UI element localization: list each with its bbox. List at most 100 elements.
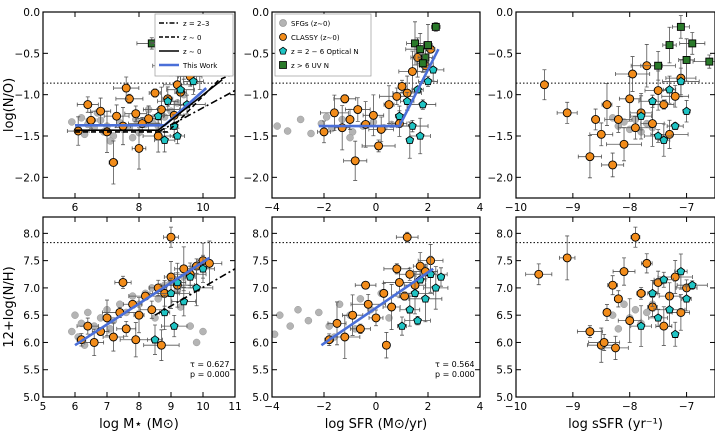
data-point [169,321,179,330]
series-2 [630,253,708,347]
y-tick-label: −2.0 [244,172,270,184]
data-point [71,311,79,319]
data-point [630,123,640,133]
y-tick-label: 8.0 [23,228,40,240]
x-tick-label: 4 [477,401,484,413]
axes-frame [515,216,715,398]
x-tick-label: 10 [196,202,209,214]
x-tick-label: −9 [565,202,580,214]
data-point [408,121,417,130]
data-point [340,94,350,104]
series-1 [525,226,698,363]
y-tick-label: 7.0 [496,283,513,295]
data-point [86,115,96,125]
data-point [688,39,697,48]
data-point [636,288,646,298]
data-point [402,232,412,242]
data-point [423,76,433,86]
legend-box [274,13,372,77]
series-2 [147,254,215,355]
legend-marker [279,61,287,69]
data-point [421,294,430,303]
data-point [599,338,609,347]
legend-marker [278,46,288,55]
stat-annotation: p = 0.000 [190,370,230,379]
data-point [659,321,669,331]
y-tick-label: −0.5 [15,48,41,60]
legend-label: z > 6 UV N [291,62,329,70]
data-point [150,335,160,344]
x-tick-label: −10 [505,202,527,214]
legend-marker [279,33,287,41]
data-point [415,131,425,140]
data-point [144,114,154,124]
data-point [659,135,669,144]
data-point [368,110,378,120]
y-tick-label: −1.5 [15,131,41,143]
data-point [619,139,629,149]
y-tick-label: −2.0 [15,172,41,184]
data-point [676,76,686,86]
y-tick-label: 7.5 [496,256,513,268]
data-point [335,300,344,309]
data-point [424,41,432,50]
data-point [166,232,176,242]
x-tick-label: 10 [196,401,209,413]
data-point [102,313,112,323]
data-point [325,322,333,330]
legend-marker [279,19,287,27]
plot-area [516,226,715,363]
data-point [276,311,284,319]
data-point [395,111,404,120]
data-point [416,45,425,54]
data-point [648,288,657,298]
x-tick-label: −8 [622,401,637,413]
y-tick-label: 5.0 [496,392,513,404]
data-point [361,280,371,290]
y-tick-label: 5.0 [252,392,269,404]
data-point [304,316,313,325]
series-1 [324,231,444,359]
data-point [402,96,412,105]
data-point [625,316,635,326]
data-point [89,338,99,347]
data-point [405,305,415,314]
y-tick-label: 8.0 [496,228,513,240]
data-point [602,100,612,110]
x-axis-label: log M⋆ (M⊙) [99,417,179,432]
legend-label: SFGs (z∼0) [291,20,330,28]
x-tick-label: 2 [425,401,432,413]
x-tick-label: 9 [168,401,175,413]
y-tick-label: −0.5 [244,48,270,60]
data-point [642,258,652,268]
data-point [682,294,691,303]
data-point [348,310,358,320]
series-3 [405,21,441,73]
data-point [392,264,402,274]
legend-label: z ∼ 0 [183,34,201,42]
plot-area [272,21,480,181]
x-tick-label: 0 [373,401,380,413]
data-point [319,127,329,137]
data-point [411,39,419,48]
y-tick-label: 6.0 [252,337,269,349]
legend: SFGs (z∼0) CLASSY (z∼0) z = 2 − 6 Optical … [274,13,372,77]
relation-line [74,256,211,347]
y-tick-label: 5.0 [23,392,40,404]
data-point [611,343,620,353]
data-point [413,316,422,325]
data-point [405,269,415,279]
data-point [436,272,446,281]
series-3 [640,15,715,82]
data-point [397,81,407,91]
data-point [636,111,646,120]
data-point [134,143,144,153]
data-point [676,308,686,317]
data-point [329,108,339,118]
data-point [108,158,118,167]
data-point [670,329,680,338]
legend: z = 2–3 z ∼ 0 z ∼ 0 This Work [154,13,234,77]
data-point [198,264,208,273]
data-point [346,133,354,142]
data-point [394,278,404,287]
